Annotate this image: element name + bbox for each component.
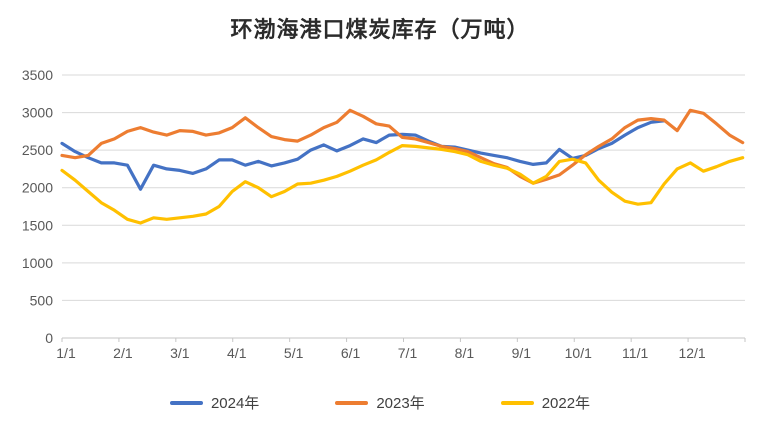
- series-line-2024: [60, 119, 666, 191]
- legend-marker-icon: [335, 400, 369, 405]
- legend-label: 2023年: [376, 395, 425, 412]
- plot-area: 0 500 1000 1500 2000 2500 3000 3500 1/1 2/1 3/1 4/1…: [22, 67, 746, 361]
- legend: 2024年 2023年 2022年: [0, 392, 760, 413]
- series-line-2023: [60, 108, 745, 185]
- y-axis-tick-label: 1500: [22, 217, 53, 233]
- legend-item-2022: 2022年: [500, 392, 591, 413]
- x-axis-tick-label: 11/1: [622, 345, 648, 361]
- x-axis-tick-label: 3/1: [170, 345, 190, 361]
- x-axis-tick-label: 10/1: [565, 345, 592, 361]
- legend-item-2023: 2023年: [335, 392, 425, 413]
- x-axis-tick-label: 4/1: [227, 345, 247, 361]
- y-axis-tick-label: 2500: [22, 142, 53, 158]
- x-axis-tick-label: 6/1: [341, 345, 361, 361]
- x-axis-tick-label: 5/1: [284, 345, 304, 361]
- x-axis-tick-label: 9/1: [512, 345, 532, 361]
- legend-marker-icon: [500, 400, 534, 405]
- y-axis-tick-label: 3000: [22, 105, 53, 121]
- y-axis-tick-label: 500: [30, 292, 54, 308]
- series-line-2022: [60, 143, 745, 225]
- x-axis-tick-label: 1/1: [56, 345, 76, 361]
- x-axis-tick-label: 8/1: [455, 345, 475, 361]
- legend-label: 2024年: [210, 395, 260, 412]
- x-axis-tick-label: 2/1: [113, 345, 133, 361]
- y-axis-tick-label: 0: [45, 330, 53, 346]
- legend-item-2024: 2024年: [169, 392, 260, 413]
- y-axis-tick-label: 3500: [22, 67, 53, 83]
- y-axis-tick-label: 2000: [22, 180, 53, 196]
- legend-label: 2022年: [541, 395, 591, 412]
- chart-title: 环渤海港口煤炭库存（万吨）: [230, 17, 530, 43]
- x-axis-tick-label: 12/1: [678, 345, 705, 361]
- legend-marker-icon: [169, 400, 203, 405]
- y-axis-tick-label: 1000: [22, 255, 53, 271]
- x-axis-tick-label: 7/1: [398, 345, 418, 361]
